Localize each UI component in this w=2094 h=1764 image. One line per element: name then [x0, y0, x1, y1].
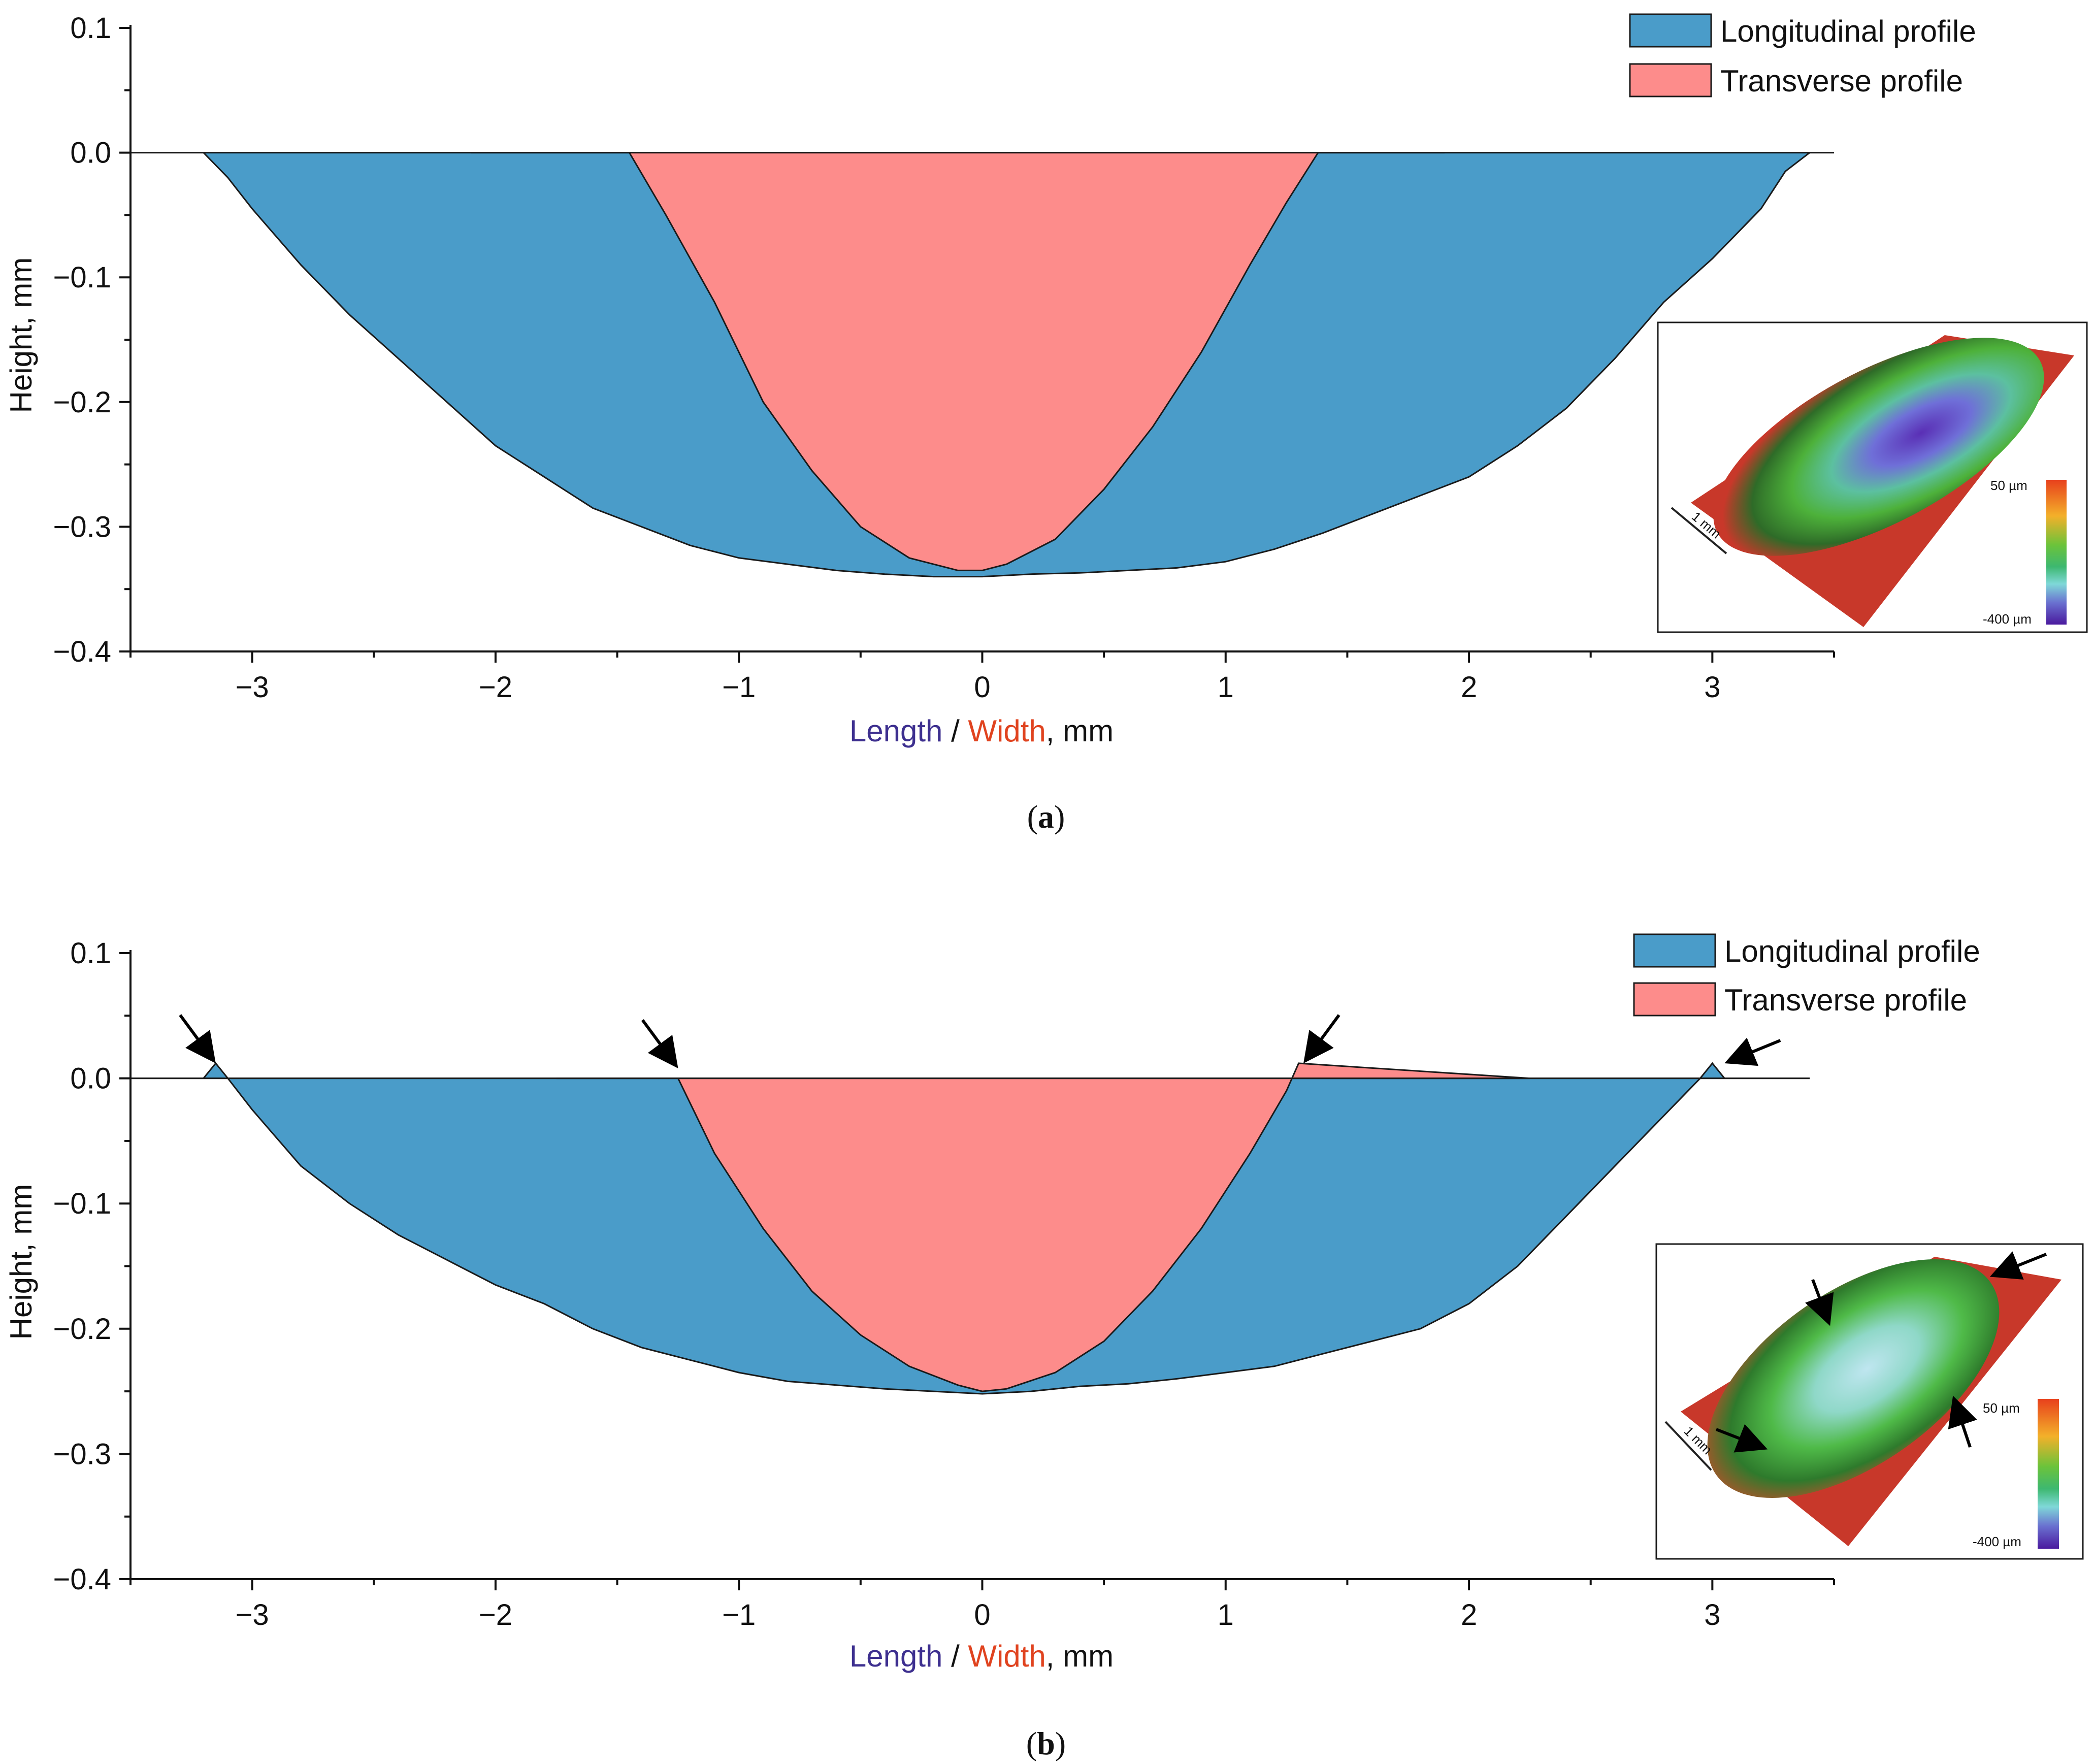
y-tick-label: −0.3	[53, 1438, 112, 1471]
transverse-profile-area-b	[556, 1062, 1530, 1392]
inset-colorbar-a	[2046, 480, 2067, 625]
x-title-unit-b: , mm	[1046, 1639, 1114, 1673]
x-tick-label: −1	[722, 671, 756, 704]
inset-colorbar-max-a: 50 µm	[1990, 478, 2027, 493]
x-tick-label: 0	[974, 1598, 990, 1631]
x-tick-label: 0	[974, 671, 990, 704]
inset-3d-scan-a: 1 mm 50 µm -400 µm	[1657, 321, 2088, 633]
y-axis-title-b: Height, mm	[4, 1184, 38, 1340]
x-title-width-a: Width	[968, 714, 1045, 748]
x-tick-label: 2	[1461, 1598, 1477, 1631]
legend-b: Longitudinal profile Transverse profile	[1633, 933, 1980, 1017]
x-axis-title-b: Length / Width, mm	[849, 1639, 1114, 1673]
y-tick-label: 0.1	[70, 12, 111, 45]
x-tick-label: 3	[1704, 1598, 1720, 1631]
x-tick-label: −2	[479, 671, 512, 704]
y-tick-label: −0.4	[53, 635, 112, 668]
x-title-length-a: Length	[849, 714, 943, 748]
inset-scale-bar-b	[1664, 1421, 1712, 1471]
inset-colorbar-min-b: -400 µm	[1973, 1534, 2021, 1549]
x-title-width-b: Width	[968, 1639, 1045, 1673]
x-tick-label: −3	[236, 1598, 269, 1631]
panel-b: −3 −2 −1 0 1 2 3 0.1 0.0 −0.1 −0.2 −0.3 −0.4 Height…	[4, 933, 2084, 1761]
y-tick-label: 0.1	[70, 937, 111, 970]
y-tick-label: −0.2	[53, 1313, 112, 1346]
y-tick-label: −0.1	[53, 1187, 112, 1220]
y-axis-title-a: Height, mm	[4, 257, 38, 413]
inset-arrow-1-b	[1805, 1279, 1834, 1326]
x-tick-label: −3	[236, 671, 269, 704]
x-tick-labels-a: −3 −2 −1 0 1 2 3	[236, 671, 1721, 704]
legend-swatch-longitudinal-a	[1629, 13, 1712, 48]
legend-label-longitudinal-b: Longitudinal profile	[1724, 934, 1980, 968]
caption-b: (b)	[1026, 1725, 1066, 1761]
y-tick-label: −0.3	[53, 510, 112, 543]
inset-3d-scan-b: 1 mm 50 µm -400 µm	[1655, 1243, 2084, 1560]
annotation-arrow	[1303, 1014, 1340, 1064]
inset-arrow-3-b	[1948, 1395, 1977, 1448]
x-tick-label: 2	[1461, 671, 1477, 704]
x-title-slash-a: /	[942, 714, 968, 748]
x-tick-label: 1	[1218, 671, 1234, 704]
y-tick-label: −0.2	[53, 386, 112, 419]
inset-colorbar-b	[2038, 1399, 2059, 1549]
caption-a: (a)	[1027, 799, 1065, 835]
annotation-arrow	[179, 1014, 216, 1064]
y-tick-labels-b: 0.1 0.0 −0.1 −0.2 −0.3 −0.4	[53, 937, 112, 1596]
legend-swatch-transverse-b	[1633, 982, 1716, 1017]
x-tick-label: 1	[1218, 1598, 1234, 1631]
y-tick-labels-a: 0.1 0.0 −0.1 −0.2 −0.3 −0.4	[53, 12, 112, 668]
x-title-length-b: Length	[849, 1639, 943, 1673]
annotation-arrows-b	[179, 1014, 1781, 1069]
legend-a: Longitudinal profile Transverse profile	[1629, 13, 1976, 98]
legend-swatch-transverse-a	[1629, 63, 1712, 97]
y-tick-label: −0.1	[53, 261, 112, 294]
inset-dish-a	[1713, 338, 2044, 556]
legend-label-longitudinal-a: Longitudinal profile	[1720, 14, 1976, 48]
x-title-slash-b: /	[942, 1639, 968, 1673]
y-tick-label: 0.0	[70, 1062, 111, 1095]
annotation-arrow	[641, 1019, 678, 1069]
x-title-unit-a: , mm	[1046, 714, 1114, 748]
y-tick-label: −0.4	[53, 1563, 112, 1596]
inset-dish-b	[1707, 1259, 2000, 1498]
axes-a	[119, 25, 1835, 663]
x-tick-label: 3	[1704, 671, 1720, 704]
x-tick-label: −2	[479, 1598, 512, 1631]
inset-colorbar-min-a: -400 µm	[1983, 611, 2032, 627]
legend-swatch-longitudinal-b	[1633, 933, 1716, 968]
inset-arrow-4-b	[1715, 1424, 1768, 1453]
y-tick-label: 0.0	[70, 137, 111, 170]
annotation-arrow	[1724, 1037, 1781, 1066]
inset-scale-bar-a	[1671, 507, 1727, 554]
x-tick-labels-b: −3 −2 −1 0 1 2 3	[236, 1598, 1721, 1631]
x-tick-label: −1	[722, 1598, 756, 1631]
caption-letter-b: b	[1037, 1725, 1055, 1761]
legend-label-transverse-a: Transverse profile	[1720, 64, 1963, 98]
axes-b	[119, 950, 1835, 1590]
transverse-profile-area-a	[471, 152, 1445, 571]
caption-letter-a: a	[1038, 799, 1054, 835]
panel-a: −3 −2 −1 0 1 2 3 0.1 0.0 −0.1 −0.2 −0.3 −0.4 Height…	[4, 12, 2088, 835]
legend-label-transverse-b: Transverse profile	[1724, 983, 1967, 1017]
inset-arrow-2-b	[1989, 1251, 2047, 1280]
x-axis-title-a: Length / Width, mm	[849, 714, 1114, 748]
inset-colorbar-max-b: 50 µm	[1983, 1400, 2020, 1416]
